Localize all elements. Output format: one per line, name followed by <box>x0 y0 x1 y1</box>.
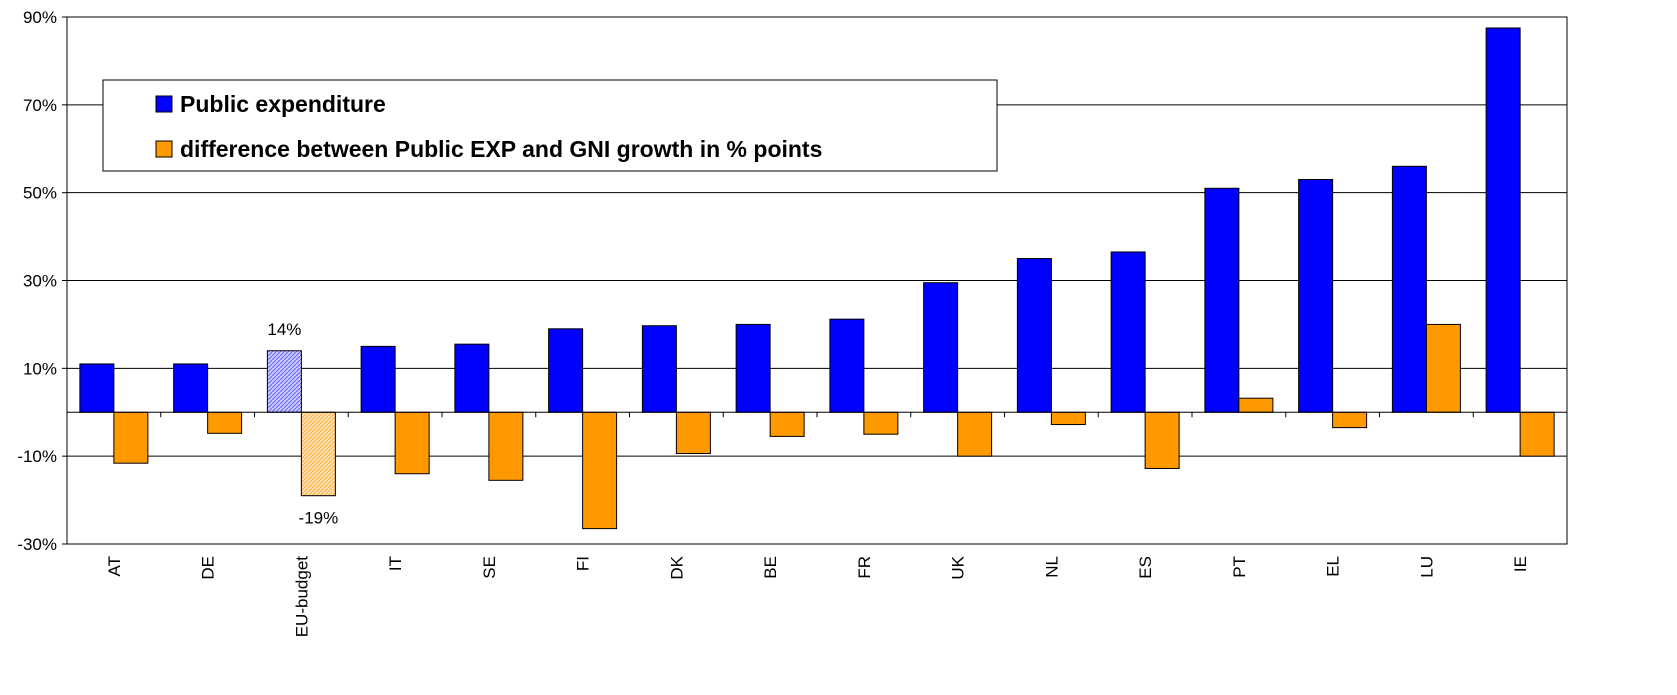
value-label: -19% <box>299 509 339 528</box>
y-tick-label: 30% <box>23 272 57 291</box>
bar <box>923 282 959 413</box>
plot-border <box>66 16 1568 545</box>
bar <box>454 343 490 413</box>
y-tick-label: 90% <box>23 8 57 27</box>
x-tick-label: BE <box>761 556 780 579</box>
legend-label: difference between Public EXP and GNI gr… <box>180 136 822 162</box>
x-tick-label: IT <box>386 556 405 571</box>
bar <box>1144 411 1180 469</box>
x-tick-label: SE <box>480 556 499 579</box>
bar <box>360 345 396 413</box>
bar <box>675 411 711 455</box>
y-tick-label: -10% <box>17 447 57 466</box>
x-tick-label: FR <box>855 556 874 579</box>
x-tick-label: AT <box>105 556 124 576</box>
x-tick-label: DE <box>199 556 218 580</box>
legend-box <box>102 79 998 172</box>
bar <box>582 411 618 530</box>
bar <box>863 411 899 435</box>
legend: Public expenditure difference between Pub… <box>102 79 998 172</box>
x-tick-label: EU-budget <box>292 556 311 638</box>
bar <box>1050 411 1086 426</box>
bar <box>1298 178 1334 413</box>
bar <box>1519 411 1555 457</box>
bar <box>735 323 771 413</box>
bar <box>266 350 302 413</box>
bar <box>488 411 524 481</box>
x-tick-label: UK <box>949 555 968 579</box>
y-tick-label: 70% <box>23 96 57 115</box>
bar <box>207 411 243 434</box>
bar <box>173 363 209 413</box>
bar <box>1204 187 1240 413</box>
bar <box>1332 411 1368 429</box>
legend-swatch <box>155 95 173 113</box>
bar <box>1238 397 1274 413</box>
bar <box>113 411 149 464</box>
bar <box>641 325 677 413</box>
y-tick-label: 10% <box>23 359 57 378</box>
bar <box>829 318 865 413</box>
y-tick-label: 50% <box>23 184 57 203</box>
bar <box>79 363 115 413</box>
x-tick-label: EL <box>1324 556 1343 577</box>
bar <box>1110 251 1146 413</box>
x-tick-label: DK <box>667 555 686 579</box>
x-tick-label: LU <box>1417 556 1436 578</box>
bar <box>1425 323 1461 413</box>
bar <box>1391 165 1427 413</box>
bar <box>300 411 336 497</box>
y-tick-label: -30% <box>17 535 57 554</box>
bar <box>548 328 584 413</box>
bar <box>957 411 993 457</box>
x-tick-label: IE <box>1511 556 1530 572</box>
legend-label: Public expenditure <box>180 91 386 117</box>
x-tick-label: PT <box>1230 556 1249 578</box>
x-tick-label: NL <box>1042 556 1061 578</box>
bar <box>1485 27 1521 413</box>
bar <box>1016 258 1052 413</box>
x-tick-label: FI <box>574 556 593 571</box>
bar <box>394 411 430 475</box>
legend-swatch <box>155 140 173 158</box>
value-label: 14% <box>267 320 301 339</box>
bar <box>769 411 805 437</box>
x-tick-label: ES <box>1136 556 1155 579</box>
